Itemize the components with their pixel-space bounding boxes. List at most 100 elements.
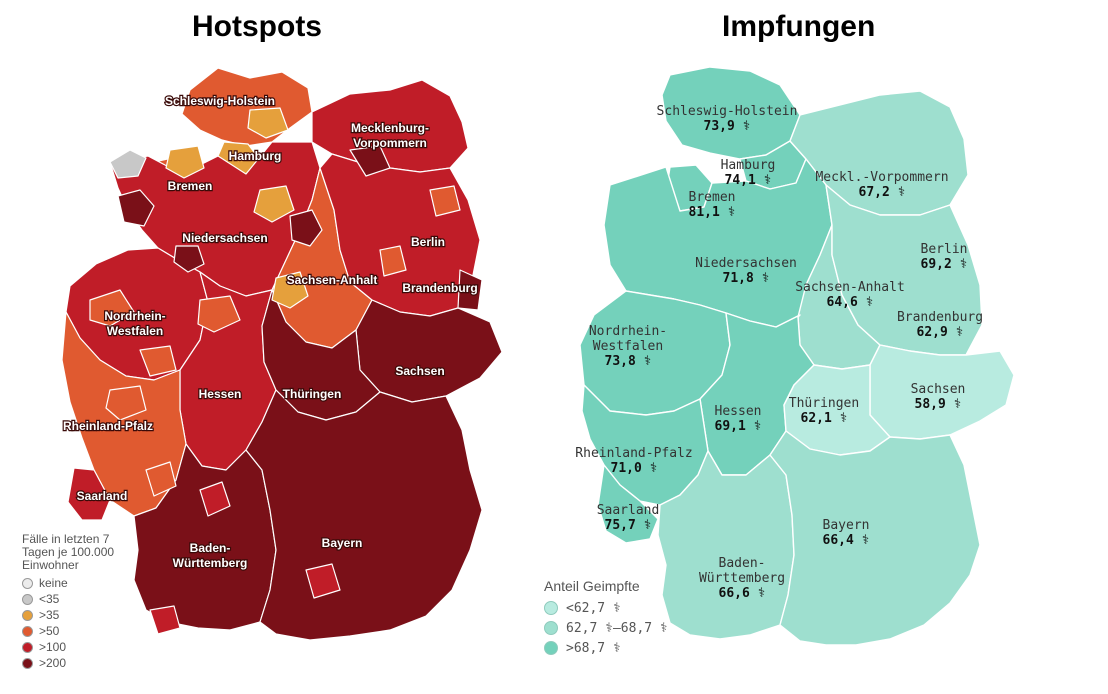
vaccination-label-ni: Niedersachsen <box>695 256 797 271</box>
vaccination-title: Impfungen <box>722 10 876 43</box>
hotspot-label-hb: Bremen <box>168 179 213 193</box>
vaccination-value-st: 64,6 ⚕ <box>827 295 874 310</box>
hotspot-label-ni: Niedersachsen <box>182 231 267 245</box>
vaccination-label-st: Sachsen-Anhalt <box>795 280 905 295</box>
hotspot-district-8 <box>349 145 391 177</box>
vaccination-region-by <box>769 430 981 646</box>
hotspot-district-4 <box>109 149 147 179</box>
vaccination-label-sl: Saarland <box>597 503 660 518</box>
vaccination-label-bw: Baden-Württemberg <box>699 556 785 586</box>
hotspots-title: Hotspots <box>192 10 322 43</box>
hotspot-region-sl <box>67 467 111 521</box>
vaccination-label-sn: Sachsen <box>911 382 966 397</box>
vaccination-value-be: 69,2 ⚕ <box>921 257 968 272</box>
hotspot-label-sh: Schleswig-Holstein <box>165 94 275 108</box>
vaccination-legend: Anteil Geimpfte <62,7 ⚕ 62,7 ⚕–68,7 ⚕ >68,… <box>544 578 668 658</box>
hotspot-district-1 <box>289 209 323 247</box>
legend-swatch-icon <box>22 641 33 653</box>
vaccination-label-rp: Rheinland-Pfalz <box>575 446 692 461</box>
hotspot-district-0 <box>117 189 155 227</box>
hotspot-legend-item: keine <box>22 575 114 591</box>
vaccination-region-sl <box>597 464 659 544</box>
hotspot-district-15 <box>199 481 231 517</box>
vaccination-legend-item: >68,7 ⚕ <box>544 638 668 658</box>
hotspot-district-10 <box>89 289 135 327</box>
vaccination-label-hb: Bremen <box>689 190 736 205</box>
vaccination-legend-title: Anteil Geimpfte <box>544 578 640 594</box>
vaccination-label-th: Thüringen <box>789 396 859 411</box>
hotspot-legend-item: >200 <box>22 655 114 671</box>
vaccination-label-by: Bayern <box>823 518 870 533</box>
vaccination-value-bb: 62,9 ⚕ <box>917 325 964 340</box>
hotspot-district-16 <box>379 245 407 277</box>
vaccination-label-hh: Hamburg <box>721 158 776 173</box>
vaccination-label-bb: Brandenburg <box>897 310 983 325</box>
vaccination-value-hh: 74,1 ⚕ <box>725 173 772 188</box>
vaccination-value-he: 69,1 ⚕ <box>715 419 762 434</box>
vaccination-value-sl: 75,7 ⚕ <box>605 518 652 533</box>
hotspot-legend-item: >100 <box>22 639 114 655</box>
vaccination-legend-item: 62,7 ⚕–68,7 ⚕ <box>544 618 668 638</box>
vaccination-value-sh: 73,9 ⚕ <box>704 119 751 134</box>
hotspot-district-2 <box>173 245 205 273</box>
hotspot-label-rp: Rheinland-Pfalz <box>63 419 153 433</box>
hotspot-label-bb: Brandenburg <box>402 281 477 295</box>
hotspot-label-th: Thüringen <box>283 387 342 401</box>
hotspot-label-hh: Hamburg <box>229 149 282 163</box>
vaccination-value-by: 66,4 ⚕ <box>823 533 870 548</box>
vaccination-label-mv: Meckl.-Vorpommern <box>815 170 948 185</box>
legend-label: >68,7 ⚕ <box>566 640 621 656</box>
legend-label: >35 <box>39 607 60 622</box>
legend-swatch-icon <box>22 593 33 605</box>
vaccination-value-hb: 81,1 ⚕ <box>689 205 736 220</box>
hotspot-district-11 <box>139 345 177 377</box>
hotspot-label-bw: Baden-Württemberg <box>173 541 248 570</box>
hotspot-label-sl: Saarland <box>77 489 128 503</box>
legend-label: <35 <box>39 591 60 606</box>
hotspot-legend-item: <35 <box>22 591 114 607</box>
vaccination-value-ni: 71,8 ⚕ <box>723 271 770 286</box>
legend-label: 62,7 ⚕–68,7 ⚕ <box>566 620 668 636</box>
hotspot-region-sn <box>355 299 503 403</box>
vaccination-value-rp: 71,0 ⚕ <box>611 461 658 476</box>
legend-label: >100 <box>39 639 67 654</box>
vaccination-value-bw: 66,6 ⚕ <box>719 586 766 601</box>
hotspot-legend-item: >50 <box>22 623 114 639</box>
legend-swatch-icon <box>22 609 33 621</box>
legend-swatch-icon <box>22 577 33 589</box>
hotspot-label-nw: Nordrhein-Westfalen <box>104 309 165 338</box>
legend-label: keine <box>39 575 68 590</box>
hotspot-label-sn: Sachsen <box>395 364 444 378</box>
hotspot-district-12 <box>197 295 241 333</box>
vaccination-value-sn: 58,9 ⚕ <box>915 397 962 412</box>
hotspot-district-13 <box>105 385 147 421</box>
hotspots-map: Schleswig-Holstein Hamburg Mecklenburg-Vor… <box>61 67 503 641</box>
hotspot-label-be: Berlin <box>411 235 445 249</box>
hotspot-district-7 <box>165 145 205 179</box>
vaccination-label-be: Berlin <box>921 242 968 257</box>
hotspot-label-by: Bayern <box>322 536 363 550</box>
legend-swatch-icon <box>544 601 558 615</box>
hotspot-region-by <box>245 389 483 641</box>
legend-swatch-icon <box>22 625 33 637</box>
hotspots-legend-title: Fälle in letzten 7 Tagen je 100.000 Einw… <box>22 532 115 572</box>
hotspot-district-5 <box>253 185 295 223</box>
legend-label: >50 <box>39 623 60 638</box>
hotspot-district-17 <box>429 185 461 217</box>
legend-swatch-icon <box>22 657 33 669</box>
hotspot-label-st: Sachsen-Anhalt <box>287 273 378 287</box>
hotspot-label-mv: Mecklenburg-Vorpommern <box>351 121 429 150</box>
vaccination-value-th: 62,1 ⚕ <box>801 411 848 426</box>
legend-swatch-icon <box>544 621 558 635</box>
legend-label: >200 <box>39 655 67 670</box>
hotspot-district-18 <box>149 605 181 635</box>
vaccination-label-sh: Schleswig-Holstein <box>657 104 798 119</box>
hotspot-district-14 <box>145 461 177 497</box>
legend-label: <62,7 ⚕ <box>566 600 621 616</box>
hotspot-district-6 <box>271 271 309 309</box>
hotspots-legend: Fälle in letzten 7 Tagen je 100.000 Einw… <box>22 533 114 671</box>
vaccination-value-mv: 67,2 ⚕ <box>859 185 906 200</box>
hotspot-legend-item: >35 <box>22 607 114 623</box>
vaccination-value-nw: 73,8 ⚕ <box>605 354 652 369</box>
